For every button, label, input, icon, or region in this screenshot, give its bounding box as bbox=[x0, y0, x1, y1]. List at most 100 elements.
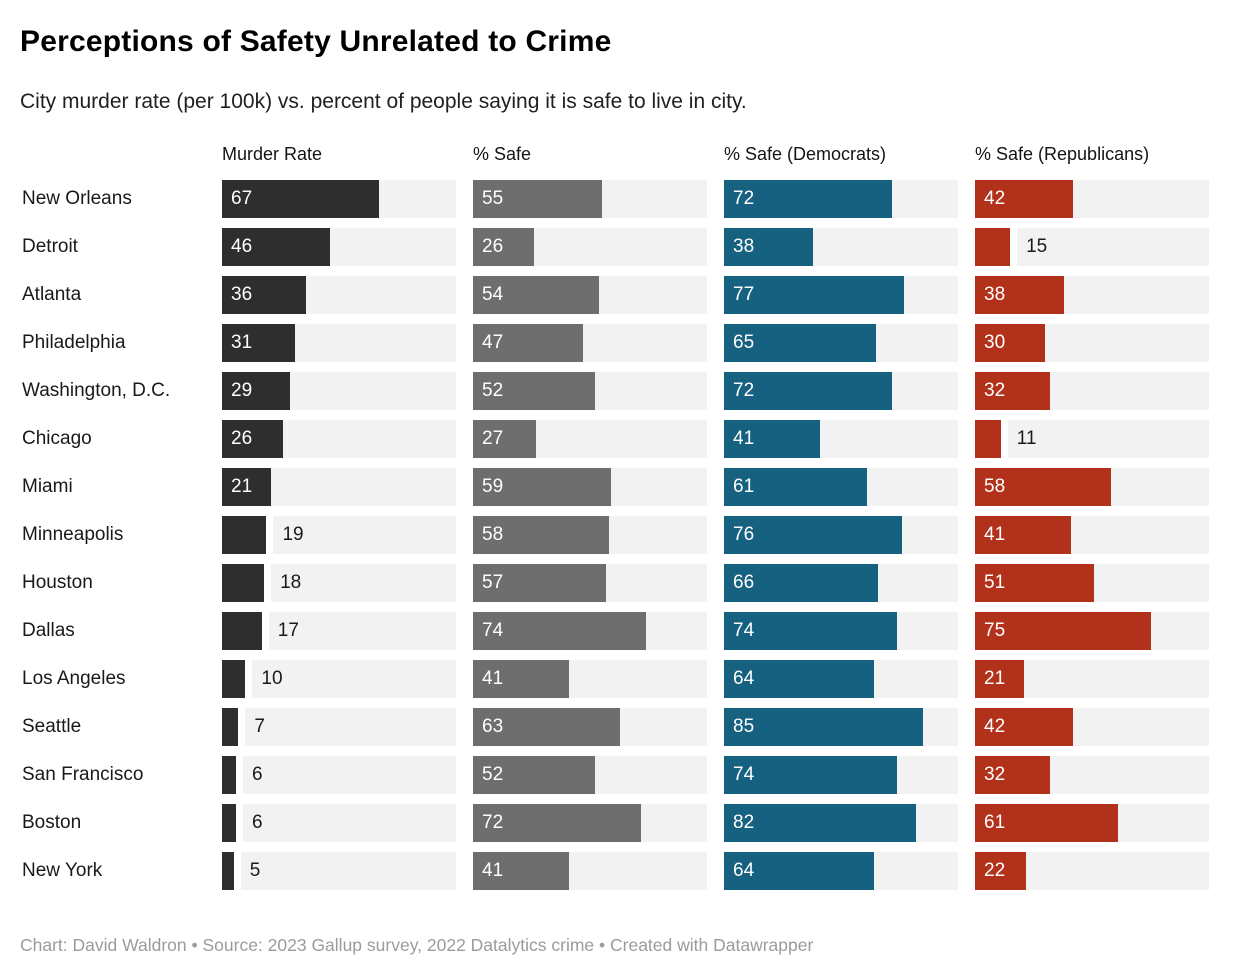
bar-value-label: 61 bbox=[733, 476, 755, 497]
bar-safe bbox=[473, 372, 595, 410]
bar-cell-safe-republicans: 51 bbox=[975, 564, 1209, 602]
row-label-houston: Houston bbox=[22, 572, 93, 593]
bar-cell-murder-rate: 7 bbox=[222, 708, 456, 746]
bar-value-label: 66 bbox=[733, 572, 755, 593]
column-header-safe-republicans: % Safe (Republicans) bbox=[975, 144, 1150, 164]
bar-cell-murder-rate: 26 bbox=[222, 420, 456, 458]
bar-value-label: 52 bbox=[482, 764, 504, 785]
bar-safe-democrats bbox=[724, 180, 893, 218]
bar-cell-safe-democrats: 76 bbox=[724, 516, 958, 554]
bar-cell-safe: 57 bbox=[473, 564, 707, 602]
bar-value-label: 47 bbox=[482, 332, 504, 353]
bar-value-label: 61 bbox=[984, 812, 1006, 833]
bar-value-label: 85 bbox=[733, 716, 755, 737]
bar-safe bbox=[473, 516, 609, 554]
bar-cell-safe-republicans: 41 bbox=[975, 516, 1209, 554]
bar-value-label: 10 bbox=[261, 668, 283, 689]
bar-murder-rate bbox=[222, 516, 274, 554]
bar-murder-rate bbox=[222, 612, 269, 650]
bar-cell-murder-rate: 21 bbox=[222, 468, 456, 506]
bar-cell-safe-democrats: 74 bbox=[724, 612, 958, 650]
bar-safe-republicans bbox=[975, 612, 1151, 650]
bar-safe-democrats bbox=[724, 324, 877, 362]
bar-value-label: 32 bbox=[984, 380, 1006, 401]
bar-cell-safe-democrats: 38 bbox=[724, 228, 958, 266]
bar-safe-republicans bbox=[975, 516, 1071, 554]
bar-cell-safe: 74 bbox=[473, 612, 707, 650]
bar-safe-democrats bbox=[724, 420, 820, 458]
bar-safe bbox=[473, 468, 612, 506]
bar-value-label: 58 bbox=[482, 524, 504, 545]
bar-cell-murder-rate: 67 bbox=[222, 180, 456, 218]
bar-safe-republicans bbox=[975, 852, 1027, 890]
bar-cell-safe-republicans: 15 bbox=[975, 228, 1209, 266]
bar-value-label: 76 bbox=[733, 524, 755, 545]
bar-value-label: 75 bbox=[984, 620, 1006, 641]
bar-cell-murder-rate: 5 bbox=[222, 852, 456, 890]
bar-cell-safe-republicans: 32 bbox=[975, 756, 1209, 794]
chart-footer: Chart: David Waldron • Source: 2023 Gall… bbox=[20, 935, 814, 955]
bar-value-label: 22 bbox=[984, 860, 1006, 881]
bar-value-label: 19 bbox=[282, 524, 304, 545]
bar-safe-republicans bbox=[975, 324, 1046, 362]
row-label-dallas: Dallas bbox=[22, 620, 75, 641]
row-label-los-angeles: Los Angeles bbox=[22, 668, 126, 689]
bar-cell-safe: 47 bbox=[473, 324, 707, 362]
bar-value-label: 21 bbox=[231, 476, 253, 497]
bar-value-label: 74 bbox=[482, 620, 504, 641]
bar-safe-republicans bbox=[975, 420, 1008, 458]
bar-cell-safe: 59 bbox=[473, 468, 707, 506]
bar-value-label: 41 bbox=[984, 524, 1006, 545]
bar-table: Murder Rate % Safe % Safe (Democrats) % Saf… bbox=[20, 142, 1209, 890]
bar-value-label: 31 bbox=[231, 332, 253, 353]
bar-cell-murder-rate: 6 bbox=[222, 804, 456, 842]
bar-value-label: 26 bbox=[231, 428, 253, 449]
bar-value-label: 32 bbox=[984, 764, 1006, 785]
bar-cell-murder-rate: 19 bbox=[222, 516, 456, 554]
chart-title: Perceptions of Safety Unrelated to Crime bbox=[20, 25, 612, 58]
bar-murder-rate bbox=[222, 804, 244, 842]
bar-cell-murder-rate: 6 bbox=[222, 756, 456, 794]
bar-value-label: 27 bbox=[482, 428, 504, 449]
bar-safe bbox=[473, 804, 642, 842]
bar-value-label: 59 bbox=[482, 476, 504, 497]
bar-value-label: 65 bbox=[733, 332, 755, 353]
bar-value-label: 64 bbox=[733, 860, 755, 881]
bar-cell-safe: 27 bbox=[473, 420, 707, 458]
bar-value-label: 72 bbox=[482, 812, 504, 833]
bar-safe-republicans bbox=[975, 276, 1064, 314]
bar-cell-safe: 72 bbox=[473, 804, 707, 842]
row-label-chicago: Chicago bbox=[22, 428, 92, 449]
bar-safe bbox=[473, 708, 621, 746]
bar-safe-democrats bbox=[724, 852, 874, 890]
bar-safe-republicans bbox=[975, 708, 1074, 746]
row-label-detroit: Detroit bbox=[22, 236, 78, 257]
bar-safe-republicans bbox=[975, 228, 1018, 266]
bar-cell-safe-republicans: 58 bbox=[975, 468, 1209, 506]
bar-safe bbox=[473, 564, 607, 602]
bar-safe-democrats bbox=[724, 660, 874, 698]
bar-cell-safe: 54 bbox=[473, 276, 707, 314]
bar-value-label: 52 bbox=[482, 380, 504, 401]
bar-safe-democrats bbox=[724, 228, 813, 266]
bar-cell-safe-democrats: 74 bbox=[724, 756, 958, 794]
bar-value-label: 6 bbox=[252, 764, 263, 785]
row-label-boston: Boston bbox=[22, 812, 82, 833]
column-header-safe: % Safe bbox=[473, 144, 532, 164]
bar-value-label: 38 bbox=[733, 236, 755, 257]
bar-value-label: 58 bbox=[984, 476, 1006, 497]
bar-safe-republicans bbox=[975, 804, 1118, 842]
bar-value-label: 15 bbox=[1026, 236, 1048, 257]
bar-cell-safe: 41 bbox=[473, 852, 707, 890]
bar-value-label: 5 bbox=[249, 860, 261, 881]
bar-cell-safe: 58 bbox=[473, 516, 707, 554]
bar-value-label: 55 bbox=[482, 188, 504, 209]
bar-safe-democrats bbox=[724, 756, 898, 794]
bar-value-label: 51 bbox=[984, 572, 1006, 593]
bar-safe-democrats bbox=[724, 804, 916, 842]
bar-safe-democrats bbox=[724, 708, 923, 746]
bar-value-label: 11 bbox=[1016, 428, 1037, 449]
bar-safe-democrats bbox=[724, 372, 893, 410]
bar-cell-safe-republicans: 61 bbox=[975, 804, 1209, 842]
